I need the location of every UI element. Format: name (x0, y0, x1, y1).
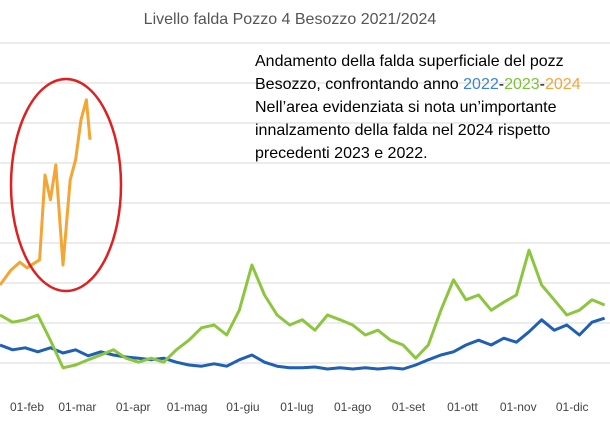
separator: - (499, 76, 504, 93)
series-line (0, 98, 92, 286)
annotation-line: Nell’area evidenziata si nota un’importa… (255, 99, 557, 116)
annotation-text: Besozzo, confrontando anno (255, 76, 463, 93)
annotation-line: innalzamento della falda nel 2024 rispet… (255, 122, 550, 139)
series-name: 2022 (463, 76, 499, 93)
x-tick-label: 01-set (392, 400, 426, 414)
x-tick-label: 01-lug (280, 400, 313, 414)
x-tick-label: 01-mar (58, 400, 96, 414)
annotation-line: precedenti 2023 e 2022. (255, 145, 428, 162)
separator: - (540, 76, 545, 93)
lines (0, 98, 606, 371)
highlight-ellipse (9, 77, 123, 293)
annotation: Andamento della falda superficiale del p… (255, 53, 581, 162)
x-tick-label: 01-mag (167, 400, 208, 414)
series-line (0, 248, 606, 370)
series-name: 2023 (504, 76, 540, 93)
x-tick-label: 01-apr (116, 400, 151, 414)
x-tick-label: 01-giu (226, 400, 259, 414)
x-tick-label: 01-feb (10, 400, 44, 414)
series-line (0, 316, 606, 371)
annotation-line: Besozzo, confrontando anno 2022-2023-202… (255, 76, 581, 93)
x-tick-label: 01-ott (447, 400, 478, 414)
grid: 01-feb 01-mar 01-apr 01-mag 01-giu 01-lug 01-a… (0, 42, 610, 414)
x-tick-label: 01-dic (556, 400, 589, 414)
series-name: 2024 (545, 76, 581, 93)
chart-title: Livello falda Pozzo 4 Besozzo 2021/2024 (144, 11, 437, 28)
annotation-line: Andamento della falda superficiale del p… (255, 53, 564, 70)
x-tick-label: 01-nov (500, 400, 537, 414)
x-tick-label: 01-ago (334, 400, 372, 414)
